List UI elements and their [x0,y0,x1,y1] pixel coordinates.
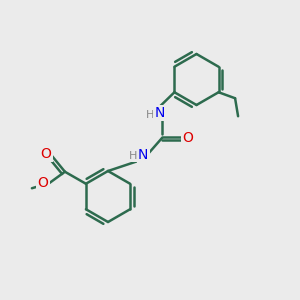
Text: O: O [40,147,52,161]
Text: N: N [155,106,165,120]
Text: H: H [146,110,154,120]
Text: H: H [129,151,137,161]
Text: N: N [138,148,148,162]
Text: O: O [183,131,194,145]
Text: O: O [38,176,49,190]
